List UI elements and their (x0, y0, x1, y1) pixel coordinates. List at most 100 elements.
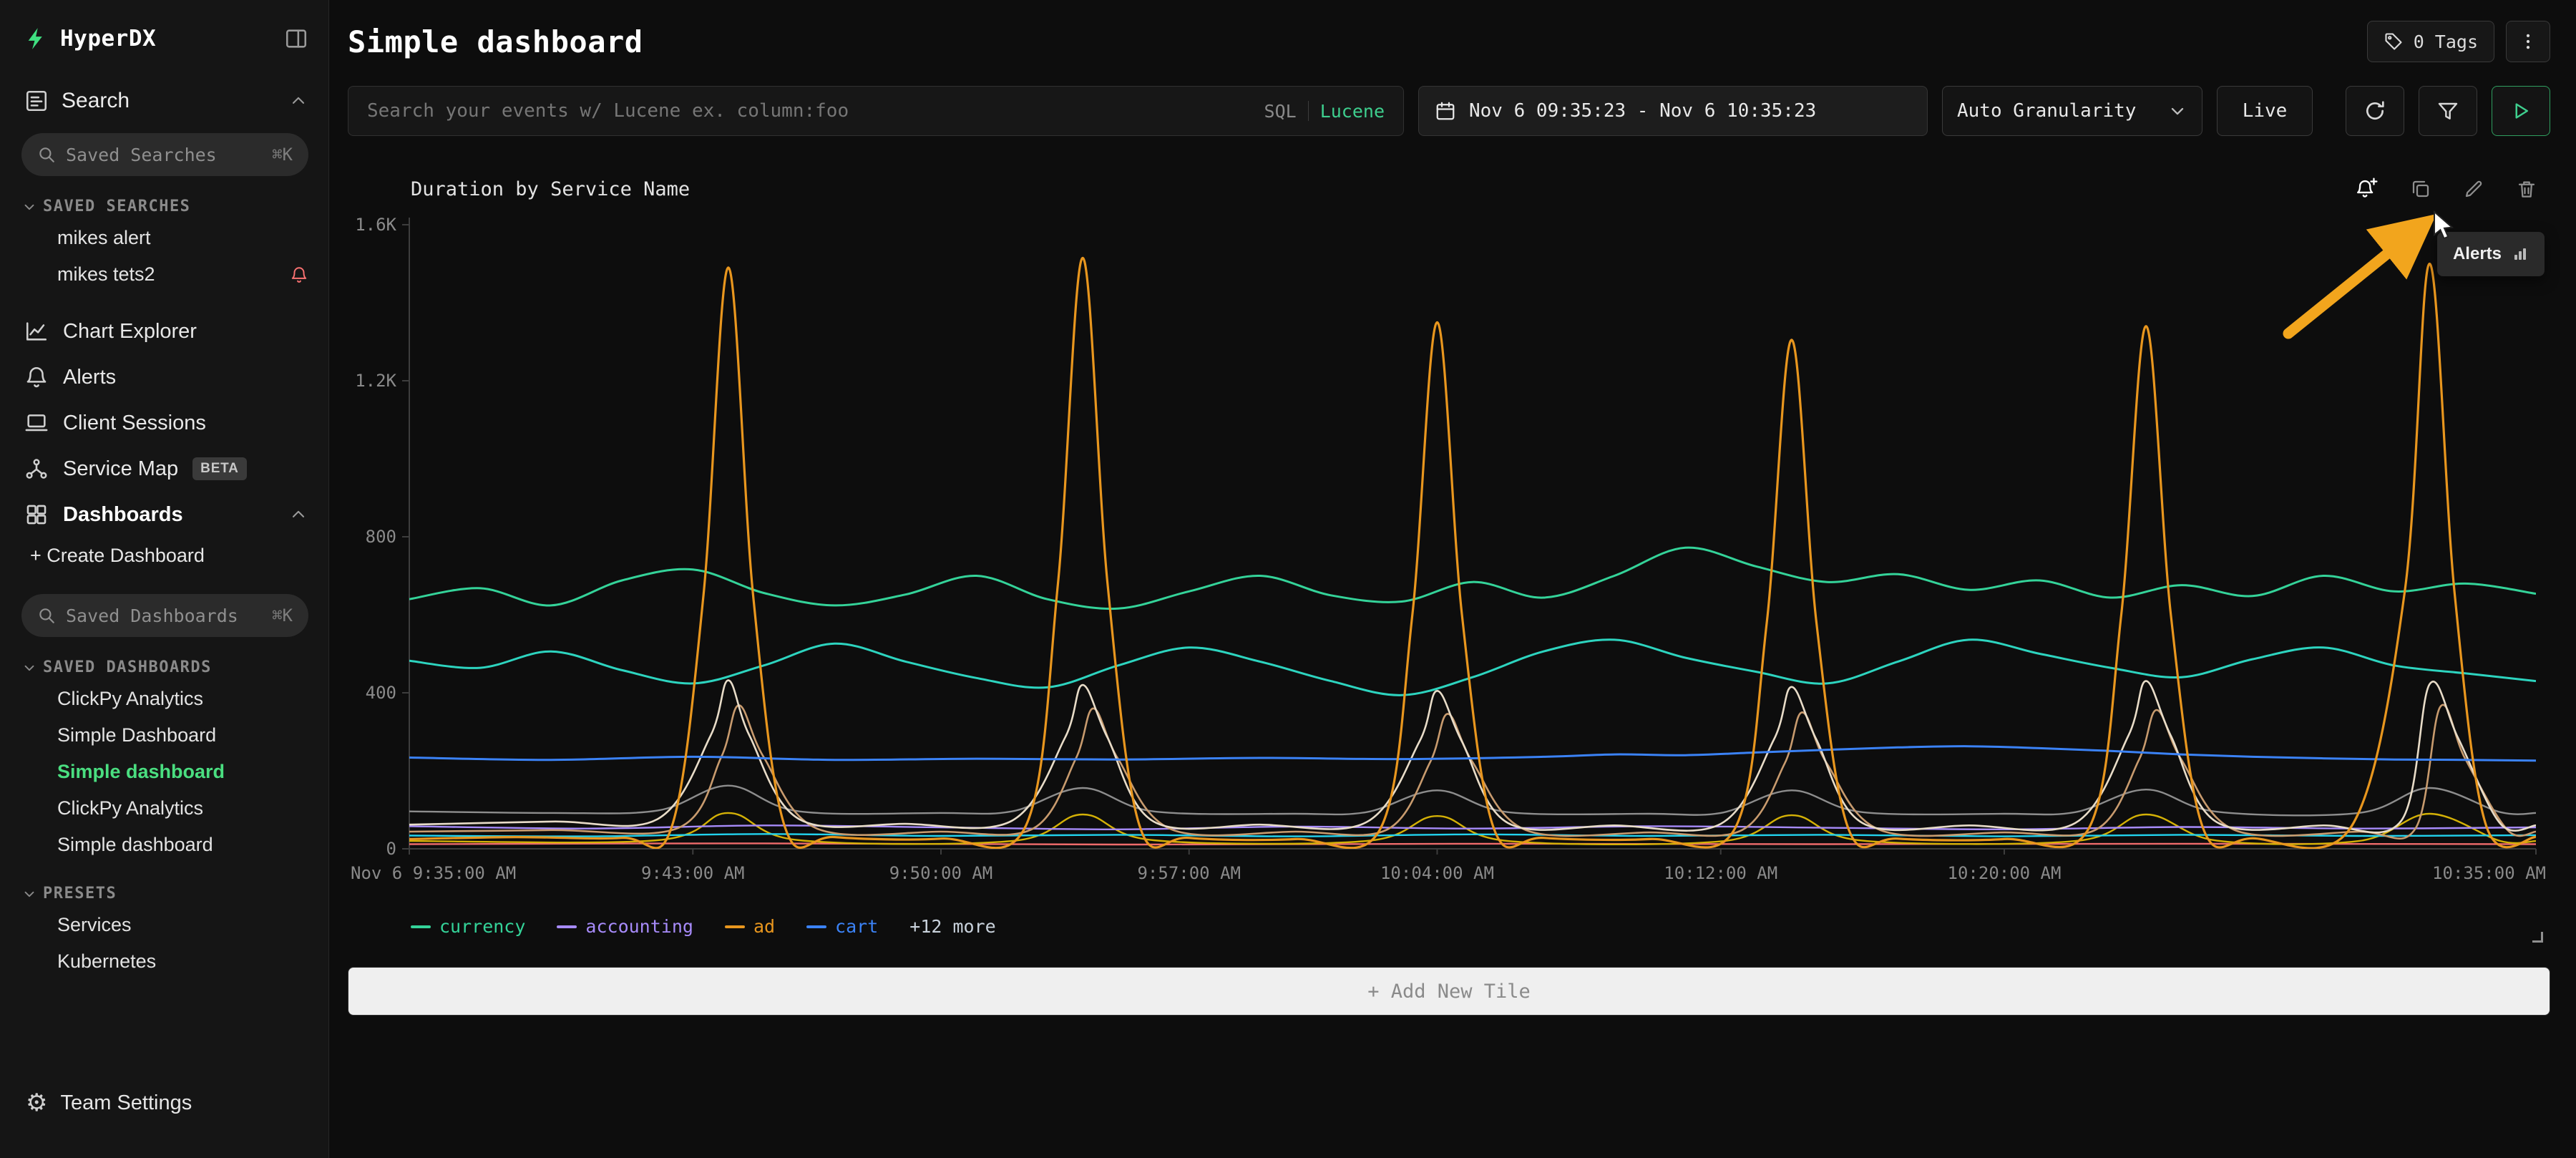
app-name: HyperDX (60, 26, 157, 52)
svg-text:9:43:00 AM: 9:43:00 AM (641, 863, 744, 883)
sidebar-item-client-sessions[interactable]: Client Sessions (0, 400, 328, 446)
logo-row: HyperDX (0, 21, 328, 52)
time-range-value: Nov 6 09:35:23 - Nov 6 10:35:23 (1469, 100, 1817, 122)
more-options-button[interactable] (2506, 21, 2550, 62)
saved-dashboards-input[interactable]: Saved Dashboards ⌘K (21, 594, 308, 637)
refresh-icon (2363, 99, 2386, 122)
laptop-icon (24, 411, 49, 435)
create-dashboard-button[interactable]: + Create Dashboard (30, 545, 205, 566)
chart-tile: Duration by Service Name 0 40 (348, 169, 2550, 943)
team-settings-button[interactable]: ⚙ Team Settings (26, 1089, 192, 1116)
run-query-button[interactable] (2492, 86, 2550, 136)
saved-dashboard-label: Simple Dashboard (57, 724, 217, 746)
chevron-up-icon (288, 505, 308, 525)
main-content: Simple dashboard 0 Tags Search your even… (329, 0, 2576, 1158)
svg-text:Nov 6 9:35:00 AM: Nov 6 9:35:00 AM (351, 863, 516, 883)
gear-icon: ⚙ (26, 1089, 48, 1116)
lucene-toggle[interactable]: Lucene (1319, 100, 1385, 122)
sidebar-item-search[interactable]: Search (24, 89, 308, 113)
saved-dashboards-placeholder: Saved Dashboards (66, 605, 238, 626)
duration-chart[interactable]: 0 400 800 1.2K 1.6K Nov 6 9:35:00 AM 9:43:00 A… (348, 212, 2550, 913)
tag-icon (2384, 31, 2404, 52)
sidebar-item-dashboards[interactable]: Dashboards (0, 492, 328, 537)
saved-dashboard-item-simple-dashboard[interactable]: Simple dashboard (0, 754, 328, 790)
filter-funnel-icon (2436, 99, 2459, 122)
saved-search-item-mikes-alert[interactable]: mikes alert (0, 220, 328, 256)
kbd-shortcut: ⌘K (272, 145, 293, 165)
saved-dashboard-label: Simple dashboard (57, 834, 213, 855)
saved-search-label: mikes alert (57, 227, 151, 248)
legend-dash (806, 925, 827, 928)
legend-label: currency (439, 916, 526, 937)
saved-searches-header[interactable]: SAVED SEARCHES (21, 198, 308, 215)
sidebar-item-alerts[interactable]: Alerts (0, 354, 328, 400)
preset-label: Kubernetes (57, 950, 157, 972)
legend-item-ad[interactable]: ad (724, 916, 776, 937)
sql-toggle[interactable]: SQL (1264, 100, 1297, 122)
main-nav: Chart Explorer Alerts Client Sessions Servi… (0, 308, 328, 537)
search-icon (37, 606, 56, 625)
chevron-down-icon (21, 886, 37, 902)
filter-button[interactable] (2419, 86, 2477, 136)
live-button[interactable]: Live (2217, 86, 2313, 136)
granularity-select[interactable]: Auto Granularity (1942, 86, 2202, 136)
sidebar-item-label: Alerts (63, 365, 117, 389)
saved-search-item-mikes-tets2[interactable]: mikes tets2 (0, 256, 328, 293)
add-new-tile-button[interactable]: + Add New Tile (348, 967, 2550, 1016)
duplicate-tile-icon[interactable] (2410, 178, 2431, 200)
legend-item--12-more[interactable]: +12 more (909, 916, 995, 937)
svg-text:10:20:00 AM: 10:20:00 AM (1948, 863, 2062, 883)
chart-icon (24, 319, 49, 344)
presets-header[interactable]: PRESETS (21, 885, 308, 902)
collapse-sidebar-icon[interactable] (284, 26, 308, 51)
page-title: Simple dashboard (348, 24, 643, 59)
sidebar-item-label: Dashboards (63, 502, 183, 526)
tile-resize-handle[interactable] (2532, 932, 2543, 943)
legend-dash (724, 925, 745, 928)
saved-dashboard-item-simple-dashboard[interactable]: Simple dashboard (0, 827, 328, 863)
tags-button[interactable]: 0 Tags (2366, 21, 2494, 62)
edit-tile-icon[interactable] (2463, 178, 2484, 200)
alerts-tooltip-label: Alerts (2452, 244, 2502, 263)
legend-item-accounting[interactable]: accounting (557, 916, 693, 937)
saved-dashboard-label: Simple dashboard (57, 761, 225, 782)
sidebar-item-chart-explorer[interactable]: Chart Explorer (0, 308, 328, 354)
refresh-button[interactable] (2346, 86, 2404, 136)
sidebar-item-label: Chart Explorer (63, 319, 197, 343)
presets-list: Services Kubernetes (0, 907, 328, 980)
svg-text:0: 0 (386, 839, 396, 859)
svg-text:9:50:00 AM: 9:50:00 AM (889, 863, 993, 883)
saved-dashboard-item-clickpy-analytics[interactable]: ClickPy Analytics (0, 790, 328, 827)
preset-item-services[interactable]: Services (0, 907, 328, 943)
saved-searches-input[interactable]: Saved Searches ⌘K (21, 133, 308, 176)
beta-badge: BETA (192, 457, 247, 480)
legend-dash (557, 925, 577, 928)
saved-dashboards-header[interactable]: SAVED DASHBOARDS (21, 658, 308, 676)
header-actions: 0 Tags (2366, 21, 2550, 62)
chart-tile-actions (2354, 177, 2537, 201)
search-section-icon (24, 89, 49, 113)
chevron-down-icon (2167, 101, 2187, 121)
legend-more-label: +12 more (909, 916, 996, 937)
legend-label: accounting (585, 916, 693, 937)
preset-item-kubernetes[interactable]: Kubernetes (0, 943, 328, 980)
chevron-down-icon (21, 660, 37, 676)
legend-label: ad (753, 916, 776, 937)
saved-dashboard-item-simple-dashboard[interactable]: Simple Dashboard (0, 717, 328, 754)
saved-dashboard-item-clickpy-analytics[interactable]: ClickPy Analytics (0, 681, 328, 717)
event-search-input[interactable]: Search your events w/ Lucene ex. column:… (348, 86, 1404, 136)
legend-item-currency[interactable]: currency (411, 916, 525, 937)
main-header: Simple dashboard 0 Tags (348, 19, 2550, 64)
chart-title: Duration by Service Name (411, 177, 691, 200)
sidebar-item-service-map[interactable]: Service Map BETA (0, 446, 328, 492)
alert-add-icon[interactable] (2354, 177, 2379, 201)
svg-text:10:35:00 AM: 10:35:00 AM (2432, 863, 2546, 883)
kebab-menu-icon (2518, 31, 2538, 52)
sidebar-item-label: Client Sessions (63, 411, 206, 434)
kbd-shortcut: ⌘K (272, 605, 293, 626)
time-range-picker[interactable]: Nov 6 09:35:23 - Nov 6 10:35:23 (1418, 86, 1928, 136)
delete-tile-icon[interactable] (2516, 178, 2537, 200)
sidebar-item-label: Service Map (63, 457, 179, 480)
legend-item-cart[interactable]: cart (806, 916, 878, 937)
